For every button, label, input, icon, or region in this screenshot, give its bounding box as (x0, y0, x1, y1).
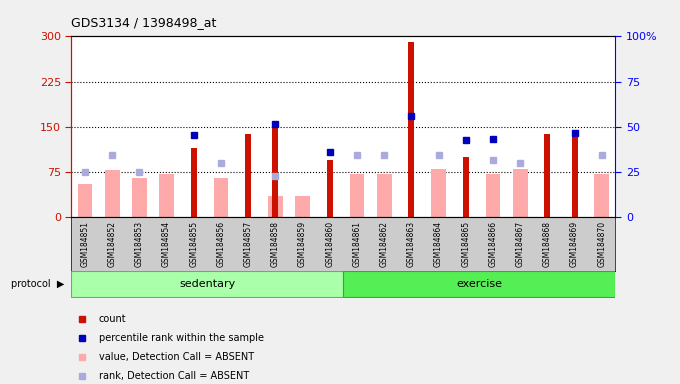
Text: GSM184865: GSM184865 (461, 221, 471, 267)
Bar (594, 174, 609, 217)
Text: exercise: exercise (456, 279, 503, 289)
Text: count: count (99, 314, 126, 324)
Text: GSM184855: GSM184855 (189, 221, 199, 267)
Text: GSM184856: GSM184856 (216, 221, 226, 267)
Bar (572, 133, 577, 217)
Bar (268, 196, 283, 217)
Bar (431, 169, 446, 217)
Bar (214, 178, 228, 217)
Bar (78, 184, 92, 217)
Bar (245, 134, 251, 217)
Text: sedentary: sedentary (180, 279, 235, 289)
Text: GSM184860: GSM184860 (325, 221, 335, 267)
Text: GSM184869: GSM184869 (570, 221, 579, 267)
Text: GSM184861: GSM184861 (352, 221, 362, 267)
Bar (159, 174, 174, 217)
Bar (132, 178, 147, 217)
Bar (295, 196, 310, 217)
Bar (463, 157, 469, 217)
Text: value, Detection Call = ABSENT: value, Detection Call = ABSENT (99, 352, 254, 362)
Text: GSM184864: GSM184864 (434, 221, 443, 267)
Text: GSM184863: GSM184863 (407, 221, 416, 267)
Text: GSM184851: GSM184851 (80, 221, 90, 267)
Text: GSM184862: GSM184862 (379, 221, 389, 267)
Bar (350, 174, 364, 217)
Text: rank, Detection Call = ABSENT: rank, Detection Call = ABSENT (99, 371, 249, 381)
Text: GSM184853: GSM184853 (135, 221, 144, 267)
Bar (343, 271, 615, 297)
Text: GSM184858: GSM184858 (271, 221, 280, 267)
Bar (191, 148, 197, 217)
Text: percentile rank within the sample: percentile rank within the sample (99, 333, 264, 343)
Text: GSM184854: GSM184854 (162, 221, 171, 267)
Bar (273, 122, 278, 217)
Bar (486, 174, 500, 217)
Text: GSM184857: GSM184857 (243, 221, 253, 267)
Bar (545, 134, 550, 217)
Bar (513, 169, 528, 217)
Text: GSM184866: GSM184866 (488, 221, 498, 267)
Bar (105, 170, 120, 217)
Text: GSM184868: GSM184868 (543, 221, 552, 267)
Text: GDS3134 / 1398498_at: GDS3134 / 1398498_at (71, 16, 217, 29)
Bar (409, 43, 414, 217)
Text: GSM184852: GSM184852 (107, 221, 117, 267)
Text: GSM184859: GSM184859 (298, 221, 307, 267)
Text: GSM184867: GSM184867 (515, 221, 525, 267)
Text: protocol  ▶: protocol ▶ (12, 279, 65, 289)
Bar (327, 160, 333, 217)
Bar (71, 271, 343, 297)
Bar (377, 174, 392, 217)
Text: GSM184870: GSM184870 (597, 221, 607, 267)
